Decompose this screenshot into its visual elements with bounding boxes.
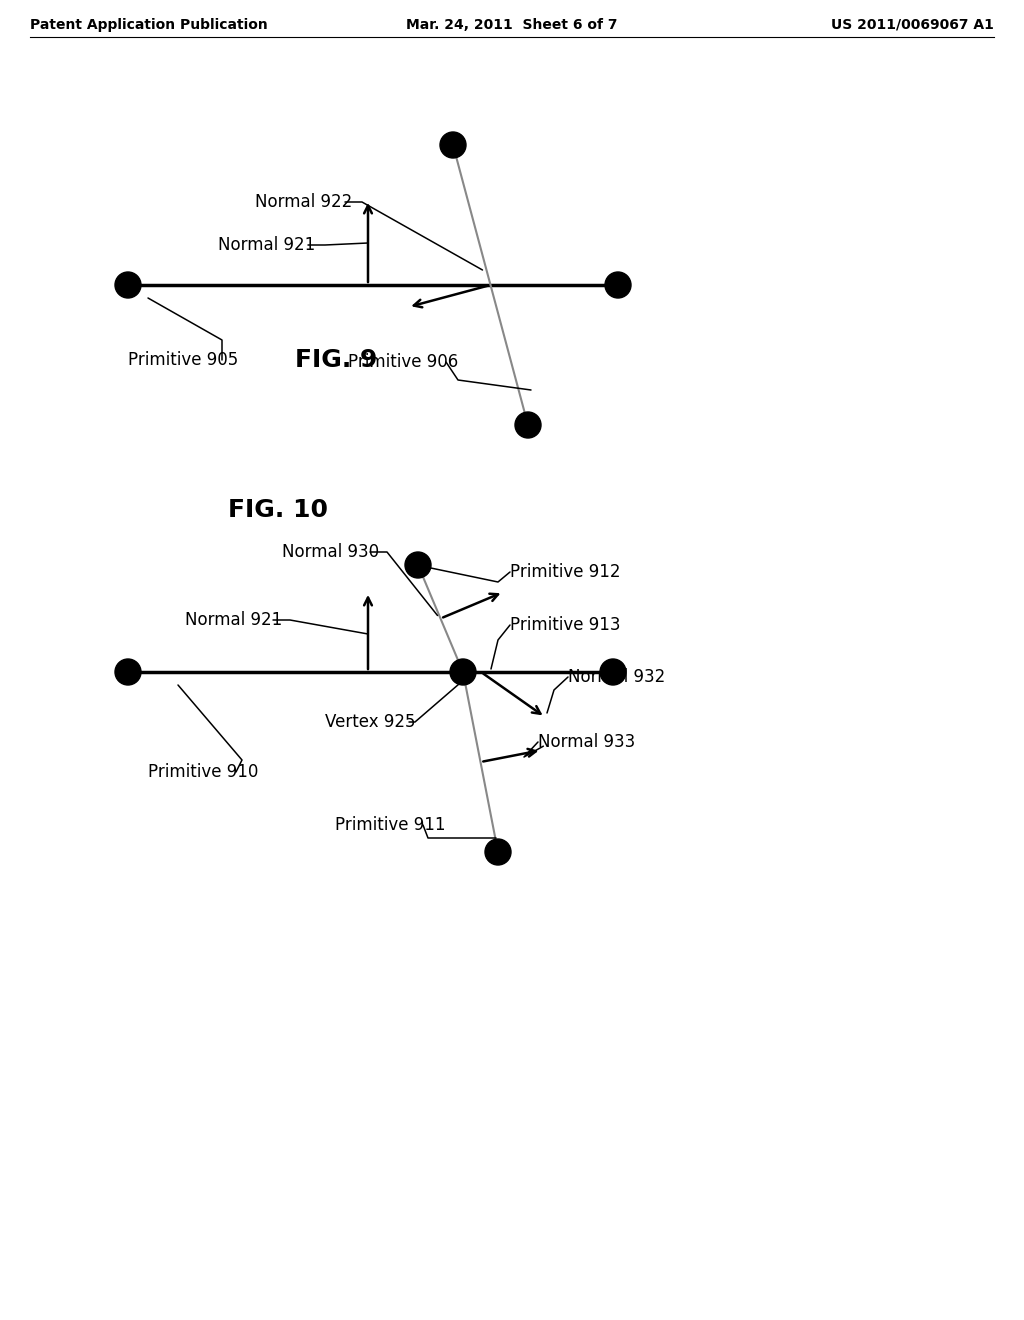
Text: Patent Application Publication: Patent Application Publication	[30, 18, 267, 32]
Text: FIG. 10: FIG. 10	[228, 498, 328, 521]
Text: Primitive 906: Primitive 906	[348, 352, 459, 371]
Text: Mar. 24, 2011  Sheet 6 of 7: Mar. 24, 2011 Sheet 6 of 7	[407, 18, 617, 32]
Text: Normal 922: Normal 922	[255, 193, 352, 211]
Circle shape	[440, 132, 466, 158]
Circle shape	[406, 552, 431, 578]
Text: Vertex 925: Vertex 925	[325, 713, 416, 731]
Circle shape	[450, 659, 476, 685]
Text: Normal 933: Normal 933	[538, 733, 635, 751]
Text: Normal 932: Normal 932	[568, 668, 666, 686]
Text: Primitive 911: Primitive 911	[335, 816, 445, 834]
Circle shape	[600, 659, 626, 685]
Text: FIG. 9: FIG. 9	[295, 348, 378, 372]
Text: Primitive 910: Primitive 910	[148, 763, 258, 781]
Text: Normal 930: Normal 930	[282, 543, 379, 561]
Circle shape	[115, 659, 141, 685]
Text: Primitive 913: Primitive 913	[510, 616, 621, 634]
Text: Primitive 905: Primitive 905	[128, 351, 239, 370]
Text: Normal 921: Normal 921	[218, 236, 315, 253]
Text: Normal 921: Normal 921	[185, 611, 283, 630]
Circle shape	[515, 412, 541, 438]
Circle shape	[485, 840, 511, 865]
Circle shape	[605, 272, 631, 298]
Text: US 2011/0069067 A1: US 2011/0069067 A1	[831, 18, 994, 32]
Circle shape	[115, 272, 141, 298]
Text: Primitive 912: Primitive 912	[510, 564, 621, 581]
